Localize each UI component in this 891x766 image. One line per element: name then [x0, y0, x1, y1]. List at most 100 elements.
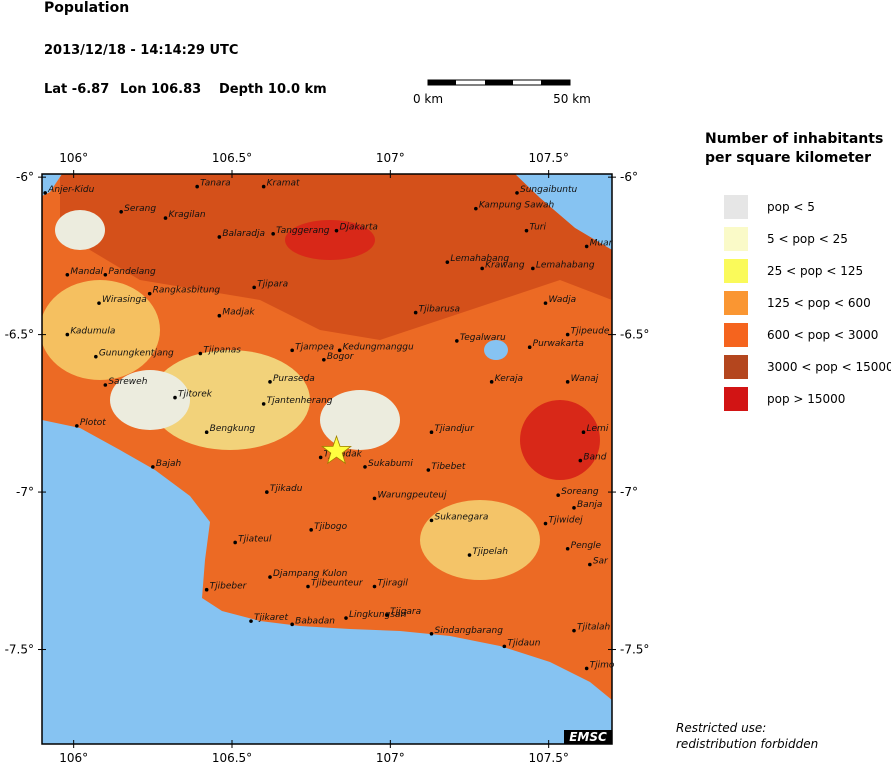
city-dot: [65, 332, 70, 337]
city-dot: [147, 291, 152, 296]
city-label: Wadja: [549, 295, 577, 305]
legend-label: 5 < pop < 25: [767, 232, 848, 246]
city-dot: [204, 430, 209, 435]
city-label: Keraja: [495, 374, 523, 384]
city-dot: [429, 518, 434, 523]
city-label: Sungaibuntu: [520, 185, 577, 195]
map-area: [42, 174, 612, 744]
city-dot: [271, 232, 275, 236]
city-label: Tjibeunteur: [311, 579, 364, 589]
city-dot: [572, 628, 576, 633]
city-dot: [318, 455, 323, 460]
city-dot: [334, 228, 339, 233]
city-label: Tanggerang: [276, 226, 330, 236]
city-dot: [474, 206, 478, 211]
map-frame: [41, 173, 613, 745]
city-label: Sukanegara: [435, 512, 489, 522]
city-label: Tjitorek: [178, 390, 213, 400]
city-label: Tegalwaru: [460, 333, 506, 343]
city-dot: [543, 521, 548, 526]
city-dot: [261, 402, 266, 406]
legend-label: 25 < pop < 125: [767, 264, 863, 278]
city-label: Kadumula: [70, 327, 115, 337]
lat: Lat -6.87: [44, 82, 109, 97]
city-dot: [265, 490, 269, 494]
city-dot: [103, 272, 108, 277]
lat-label: -6°: [620, 170, 638, 184]
depth: Depth 10.0 km: [219, 82, 327, 97]
city-dot: [337, 348, 342, 353]
legend-swatch: [724, 291, 748, 315]
city-dot: [445, 260, 450, 264]
lat-label: -7.5°: [5, 643, 34, 657]
city-dot: [217, 235, 222, 239]
city-dot: [572, 506, 576, 510]
city-label: Band: [583, 453, 606, 463]
city-label: Gunungkentjang: [99, 349, 174, 359]
city-label: Turi: [530, 223, 547, 233]
lat-label: -6.5°: [620, 328, 649, 342]
city-label: Anjer-Kidu: [47, 185, 94, 195]
city-label: Wirasinga: [102, 295, 147, 305]
city-dot: [268, 575, 272, 579]
city-label: Kragilan: [169, 210, 206, 220]
city-label: Tjidaun: [507, 638, 540, 648]
city-label: Tjimo: [590, 660, 615, 670]
city-label: Tjihadak: [324, 449, 363, 459]
city-dot: [588, 562, 592, 567]
city-dot: [173, 395, 177, 400]
legend-label: 600 < pop < 3000: [767, 328, 878, 342]
city-dot: [75, 424, 79, 428]
legend-swatch: [724, 323, 748, 347]
city-label: Banja: [577, 500, 602, 510]
city-label: Lemi: [587, 424, 609, 434]
city-dot: [195, 184, 199, 189]
lon: Lon 106.83: [120, 82, 201, 97]
city-label: Serang: [124, 204, 156, 214]
city-label: Lemahabang: [450, 254, 509, 264]
city-label: Tibebet: [431, 462, 465, 472]
city-dot: [565, 380, 570, 384]
city-dot: [531, 266, 535, 271]
city-label: Tanara: [200, 179, 231, 189]
cities: Anjer-Kidu Tanara Kramat Sungaibuntu Serang K…: [43, 179, 615, 670]
city-label: Lingkungsari: [349, 610, 407, 620]
city-label: Tjigara: [390, 607, 421, 617]
legend-swatch: [724, 387, 748, 411]
city-label: Djampang Kulon: [273, 569, 348, 579]
city-dot: [524, 228, 529, 233]
city-label: Tjipanas: [203, 346, 241, 356]
city-dot: [565, 332, 570, 337]
city-label: Plotot: [80, 418, 106, 428]
legend-swatch: [724, 195, 748, 219]
lon-label: 106°: [59, 751, 88, 765]
city-label: Wanaj: [571, 374, 599, 384]
lat-label: -7.5°: [620, 643, 649, 657]
footer: redistribution forbidden: [676, 737, 818, 751]
city-dot: [372, 496, 377, 501]
city-dot: [502, 644, 507, 649]
city-dot: [467, 553, 472, 557]
city-dot: [252, 285, 256, 290]
city-label: Muar: [590, 238, 614, 248]
city-label: Tjipara: [257, 279, 288, 289]
city-label: Rangkasbitung: [153, 286, 221, 296]
city-label: Purwakarta: [533, 339, 584, 349]
city-label: Tjiateul: [238, 534, 272, 544]
city-label: Pandelang: [108, 267, 156, 277]
city-dot: [268, 380, 272, 384]
city-label: Tjikadu: [270, 484, 303, 494]
city-label: Tjampea: [295, 342, 334, 352]
lon-label: 106.5°: [212, 751, 252, 765]
city-label: Tjikaret: [254, 613, 288, 623]
city-dot: [151, 465, 155, 469]
legend-title: Number of inhabitants: [705, 131, 883, 147]
city-label: Djakarta: [340, 223, 378, 233]
city-label: Tjibeber: [210, 582, 248, 592]
city-label: Pengle: [571, 541, 602, 551]
city-dot: [43, 191, 47, 195]
city-dot: [94, 354, 98, 359]
city-label: Tjibarusa: [419, 305, 460, 315]
city-dot: [204, 587, 209, 592]
city-label: Bengkung: [210, 424, 256, 434]
